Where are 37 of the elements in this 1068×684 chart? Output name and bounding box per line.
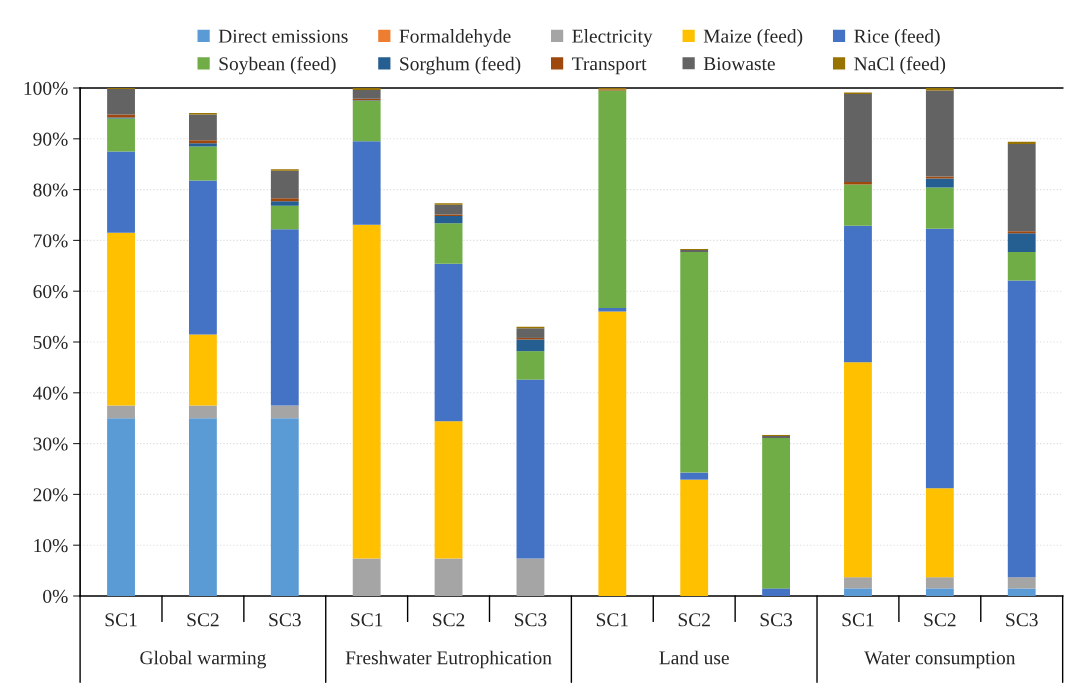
x-tick-label: SC2	[924, 613, 956, 627]
text: Land use	[659, 650, 729, 665]
legend-label: Electricity	[572, 29, 653, 47]
legend-label: Formaldehyde	[399, 29, 511, 47]
x-tick-label: SC3	[514, 613, 547, 627]
y-tick-label: 70%	[33, 234, 68, 248]
legend-label: NaCl (feed)	[854, 56, 946, 75]
y-tick-label: 100%	[24, 81, 68, 95]
y-tick-label: 40%	[33, 386, 68, 400]
legend-label: Sorghum (feed)	[400, 56, 521, 75]
legend-label: Biowaste	[703, 57, 775, 71]
x-tick-label: SC3	[760, 613, 793, 627]
x-tick-label: SC2	[678, 613, 710, 627]
text: Global warming	[140, 650, 266, 669]
x-tick-label: SC3	[269, 613, 301, 627]
text: Water consumption	[864, 651, 1016, 669]
y-tick-label: 50%	[33, 335, 68, 349]
y-tick-label: 30%	[33, 437, 68, 451]
x-tick-label: SC1	[842, 613, 874, 627]
x-tick-label: SC1	[596, 613, 628, 627]
x-tick-label: SC3	[1006, 613, 1038, 627]
y-tick-label: 90%	[33, 132, 68, 146]
legend-label: Maize (feed)	[703, 28, 803, 47]
x-tick-label: SC1	[105, 613, 137, 627]
legend-label: Soybean (feed)	[219, 56, 336, 75]
x-tick-label: SC2	[433, 613, 465, 627]
y-tick-label: 0%	[43, 589, 68, 603]
legend-label: Transport	[572, 57, 647, 75]
y-tick-label: 60%	[33, 285, 68, 299]
x-tick-label: SC1	[351, 613, 383, 627]
y-tick-label: 80%	[33, 183, 68, 197]
y-tick-label: 10%	[34, 539, 68, 553]
y-tick-label: 20%	[33, 488, 68, 502]
legend-label: Direct emissions	[218, 29, 348, 43]
legend-label: Rice (feed)	[854, 28, 940, 47]
x-tick-label: SC2	[187, 613, 219, 627]
text: Freshwater Eutrophication	[345, 650, 552, 669]
